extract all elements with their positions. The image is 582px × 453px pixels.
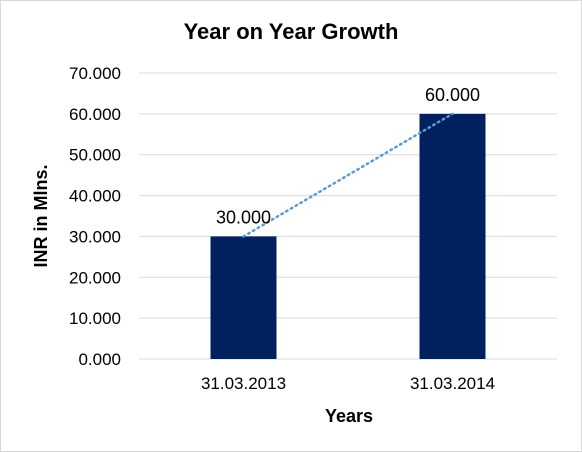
trendline [242, 112, 454, 238]
x-axis-title: Years [325, 406, 373, 426]
data-label: 60.000 [425, 85, 480, 105]
data-label: 30.000 [216, 207, 271, 227]
y-tick-label: 40.000 [69, 187, 121, 206]
y-axis-title: INR in Mlns. [31, 165, 51, 268]
y-tick-label: 30.000 [69, 227, 121, 246]
y-tick-label: 20.000 [69, 268, 121, 287]
chart-title: Year on Year Growth [184, 19, 399, 44]
x-axis-ticks: 31.03.2013 31.03.2014 [201, 374, 495, 393]
data-labels: 30.000 60.000 [216, 85, 480, 228]
y-tick-label: 50.000 [69, 146, 121, 165]
y-tick-label: 70.000 [69, 64, 121, 83]
x-tick-label: 31.03.2013 [201, 374, 286, 393]
y-tick-label: 60.000 [69, 105, 121, 124]
gridlines [139, 72, 557, 360]
trendline-segment [242, 112, 454, 238]
bar [210, 236, 277, 359]
y-axis-ticks: 0.000 10.000 20.000 30.000 40.000 50.000 60.00… [69, 64, 121, 369]
y-tick-label: 10.000 [69, 309, 121, 328]
x-tick-label: 31.03.2014 [410, 374, 495, 393]
y-tick-label: 0.000 [78, 350, 121, 369]
bar [419, 113, 486, 359]
bars [210, 113, 486, 359]
